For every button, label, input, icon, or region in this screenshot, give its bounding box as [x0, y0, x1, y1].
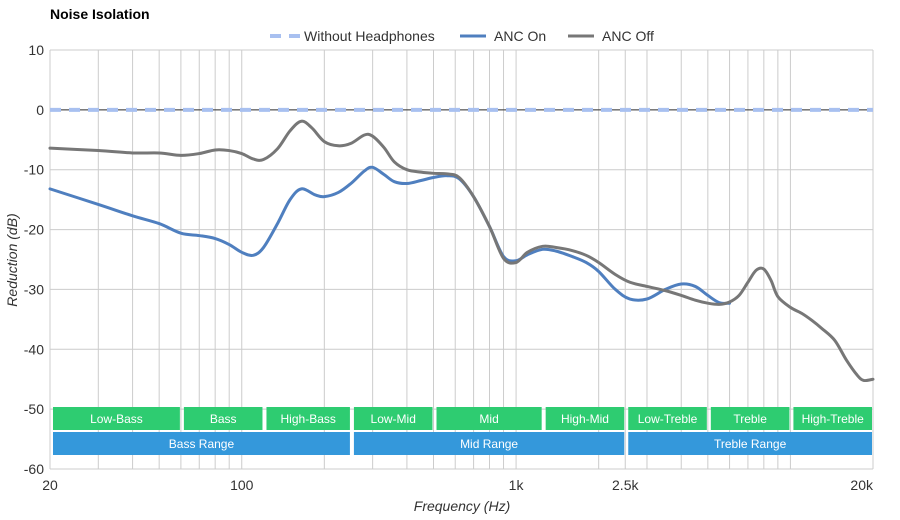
- chart-series: [48, 107, 875, 383]
- range-band: [53, 407, 180, 430]
- range-band: [545, 407, 625, 430]
- y-tick-label: -20: [24, 222, 44, 238]
- range-band-label: High-Bass: [281, 412, 336, 426]
- range-band-label: Treble Range: [714, 437, 787, 451]
- legend-item: Without Headphones: [270, 28, 435, 44]
- legend-label: Without Headphones: [304, 28, 435, 44]
- range-band-label: Bass: [210, 412, 237, 426]
- range-band-label: Mid Range: [460, 437, 518, 451]
- y-tick-label: -40: [24, 341, 44, 357]
- x-tick-label: 20: [42, 477, 58, 493]
- y-tick-label: -30: [24, 281, 44, 297]
- chart-grid: [49, 49, 874, 470]
- x-tick-label: 2.5k: [612, 477, 639, 493]
- legend-label: ANC On: [494, 28, 546, 44]
- legend-label: ANC Off: [602, 28, 654, 44]
- range-band-label: Low-Bass: [90, 412, 143, 426]
- range-band: [353, 407, 433, 430]
- series-line-anc-on: [48, 165, 732, 305]
- range-band: [436, 407, 542, 430]
- legend-item: ANC Off: [568, 28, 654, 44]
- range-band-label: Bass Range: [169, 437, 235, 451]
- range-band: [183, 407, 263, 430]
- chart-title: Noise Isolation: [50, 6, 150, 22]
- y-tick-label: -50: [24, 401, 44, 417]
- series-line-anc-off: [48, 119, 875, 383]
- x-tick-label: 100: [230, 477, 254, 493]
- range-band: [710, 407, 790, 430]
- range-band: [53, 432, 350, 455]
- range-band: [353, 432, 625, 455]
- range-band-label: High-Treble: [802, 412, 865, 426]
- frequency-range-bands: Low-Bass Bass High-Bass Low-Mid Mid High-Mid L…: [53, 407, 872, 455]
- range-band-label: Treble: [733, 412, 767, 426]
- y-tick-label: -60: [24, 461, 44, 477]
- y-tick-label: 10: [28, 42, 44, 58]
- y-axis-label: Reduction (dB): [4, 213, 20, 306]
- range-band-label: Low-Treble: [638, 412, 698, 426]
- range-band: [266, 407, 350, 430]
- range-band: [793, 407, 872, 430]
- chart-legend: Without Headphones ANC On ANC Off: [270, 28, 654, 44]
- y-tick-label: 0: [36, 102, 44, 118]
- range-band-label: Mid: [479, 412, 498, 426]
- x-tick-label: 1k: [509, 477, 525, 493]
- y-axis-ticks: 10 0 -10 -20 -30 -40 -50 -60: [24, 42, 44, 477]
- y-tick-label: -10: [24, 162, 44, 178]
- x-tick-label: 20k: [850, 477, 874, 493]
- range-band-label: Low-Mid: [371, 412, 416, 426]
- range-band: [628, 432, 872, 455]
- x-axis-ticks: 20 100 1k 2.5k 20k: [42, 477, 874, 493]
- range-band-label: High-Mid: [561, 412, 609, 426]
- range-band: [628, 407, 707, 430]
- legend-item: ANC On: [460, 28, 546, 44]
- x-axis-label: Frequency (Hz): [414, 498, 510, 514]
